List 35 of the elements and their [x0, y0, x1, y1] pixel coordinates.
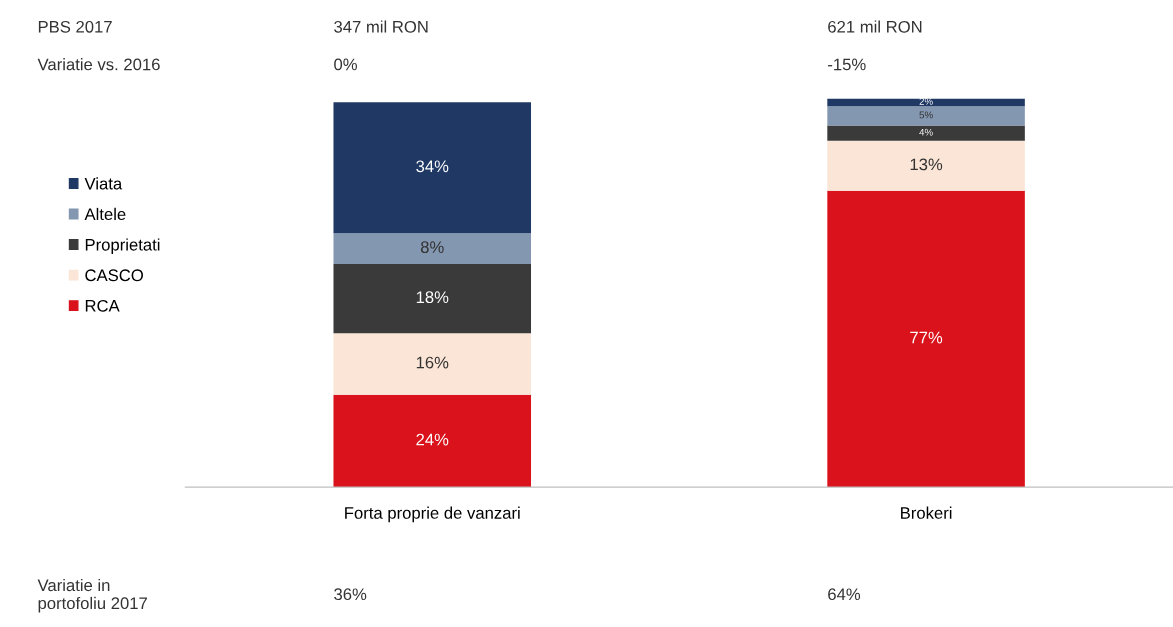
text: 0%: [334, 58, 357, 71]
bar: [333, 333, 532, 395]
legend-label: Proprietati: [85, 238, 160, 254]
bar: [827, 190, 1025, 488]
x-tick-label: Forta proprie de vanzari: [345, 506, 520, 523]
legend-label: Altele: [84, 207, 126, 221]
bar: [333, 394, 532, 488]
legend-label: RCA: [85, 299, 120, 312]
bar: [827, 125, 1025, 141]
text: PBS 2017: [38, 20, 112, 33]
bar: [333, 263, 532, 334]
bar: [333, 233, 532, 264]
data-label: 13%: [910, 158, 943, 171]
data-label: 4%: [919, 128, 933, 136]
x-tick-label: Brokeri: [901, 506, 952, 519]
data-label: 34%: [416, 160, 449, 173]
bar: [333, 102, 532, 234]
data-label: 77%: [910, 331, 943, 344]
data-label: 16%: [416, 356, 449, 369]
data-label: 24%: [416, 433, 449, 446]
bar: [827, 140, 1025, 191]
text: -15%: [828, 58, 866, 71]
legend-label: CASCO: [85, 269, 143, 282]
data-label: 8%: [420, 241, 444, 254]
data-label: 2%: [919, 98, 933, 105]
text: Variatie vs. 2016: [37, 58, 160, 71]
text: 36%: [334, 588, 367, 601]
text: 64%: [828, 588, 861, 601]
text: Variatie in portofoliu 2017: [37, 578, 147, 613]
text: 621 mil RON: [828, 20, 922, 33]
data-label: 18%: [416, 291, 449, 304]
bar: [827, 106, 1025, 126]
legend-label: Viata: [84, 177, 123, 190]
text: 347 mil RON: [334, 20, 428, 33]
data-label: 5%: [919, 111, 933, 119]
